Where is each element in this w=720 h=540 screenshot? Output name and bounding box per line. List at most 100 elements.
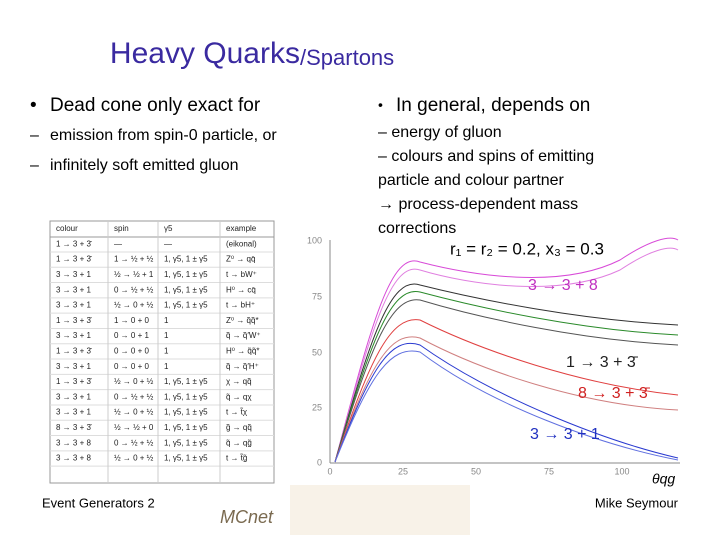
table-cell: 1, γ5, 1 ± γ5 bbox=[164, 377, 208, 386]
table-cell: 3 → 3 + 8 bbox=[56, 438, 91, 447]
curve bbox=[334, 336, 679, 463]
table-cell: 8 → 3 + 3̄ bbox=[56, 423, 93, 432]
table-cell: 1 → 3 + 3̄ bbox=[56, 255, 93, 264]
right-line: → process-dependent mass bbox=[378, 196, 578, 213]
table-cell: Z⁰ → q̃q̃* bbox=[226, 316, 259, 325]
table-cell: 1 → 0 + 0 bbox=[114, 316, 149, 325]
table-cell: 3 → 3 + 1 bbox=[56, 270, 91, 279]
table-cell: 1, γ5, 1 ± γ5 bbox=[164, 408, 208, 417]
annotation: r₁ = r₂ = 0.2, x₃ = 0.3 bbox=[450, 239, 604, 258]
bullet-dot: • bbox=[378, 97, 383, 113]
table-cell: ½ → 0 + ½ bbox=[114, 408, 154, 417]
right-bullet: In general, depends on bbox=[396, 95, 590, 116]
table-border bbox=[49, 220, 275, 484]
table-header: spin bbox=[114, 224, 129, 233]
curve bbox=[334, 283, 679, 463]
table-header: example bbox=[226, 224, 257, 233]
table-cell: t → bW⁺ bbox=[226, 270, 257, 279]
annotation: 8 → 3 + 3̄ bbox=[578, 385, 651, 402]
table-cell: 3 → 3 + 1 bbox=[56, 301, 91, 310]
table-cell: 1 bbox=[164, 316, 169, 325]
table-cell: q̃ → qg̃ bbox=[226, 438, 252, 447]
table-cell: ½ → ½ + 0 bbox=[114, 423, 154, 432]
annotation: 3 → 3 + 1 bbox=[530, 426, 600, 443]
right-line: particle and colour partner bbox=[378, 172, 565, 189]
table-cell: 1, γ5, 1 ± γ5 bbox=[164, 301, 208, 310]
table-cell: ½ → 0 + ½ bbox=[114, 301, 154, 310]
left-item: emission from spin-0 particle, or bbox=[50, 127, 277, 144]
table-cell: 1, γ5, 1 ± γ5 bbox=[164, 392, 208, 401]
table-cell: — bbox=[164, 239, 172, 248]
right-line: – colours and spins of emitting bbox=[378, 148, 594, 165]
table-cell: t → t̃g̃ bbox=[226, 454, 247, 463]
x-axis-label: θqg bbox=[652, 471, 675, 487]
table-cell: 0 → ½ + ½ bbox=[114, 392, 154, 401]
table-cell: 1 → 3 + 3̄ bbox=[56, 347, 93, 356]
table-cell: — bbox=[114, 239, 122, 248]
table-cell: H⁰ → q̃q̃* bbox=[226, 347, 259, 356]
table-cell: 1 → 3 + 3̄ bbox=[56, 377, 93, 386]
table-cell: 1, γ5, 1 ± γ5 bbox=[164, 270, 208, 279]
table-cell: g̃ → qq̃ bbox=[226, 423, 252, 432]
table-cell: t → t̃χ bbox=[226, 408, 248, 417]
table-cell: 3 → 3 + 8 bbox=[56, 454, 91, 463]
curve bbox=[334, 319, 679, 463]
footer-right: Mike Seymour bbox=[595, 495, 679, 510]
x-tick-label: 75 bbox=[544, 466, 554, 476]
table-cell: 1 → 3 + 3̄ bbox=[56, 239, 93, 248]
x-tick-label: 0 bbox=[327, 466, 332, 476]
table-cell: ½ → 0 + ½ bbox=[114, 377, 154, 386]
table-cell: 3 → 3 + 1 bbox=[56, 392, 91, 401]
y-tick-label: 100 bbox=[307, 235, 322, 245]
table-cell: t → bH⁺ bbox=[226, 301, 255, 310]
y-tick-label: 0 bbox=[317, 457, 322, 467]
table-cell: q̃ → qχ bbox=[226, 392, 253, 401]
table-cell: 1 → 3 + 3̄ bbox=[56, 316, 93, 325]
curve bbox=[334, 290, 679, 463]
curve bbox=[334, 247, 679, 463]
bullet-dot: • bbox=[30, 95, 37, 116]
table-cell: 3 → 3 + 1 bbox=[56, 331, 91, 340]
table-header: colour bbox=[56, 224, 78, 233]
right-line: corrections bbox=[378, 220, 456, 237]
table-cell: 0 → 0 + 0 bbox=[114, 362, 149, 371]
y-tick-label: 75 bbox=[312, 291, 322, 301]
dash: – bbox=[30, 157, 39, 174]
table-cell: 0 → 0 + 1 bbox=[114, 331, 149, 340]
table-cell: q̃ → q̃′W⁺ bbox=[226, 331, 261, 340]
table-cell: 0 → ½ + ½ bbox=[114, 438, 154, 447]
table-cell: 0 → ½ + ½ bbox=[114, 285, 154, 294]
x-tick-label: 100 bbox=[614, 466, 629, 476]
left-bullet: Dead cone only exact for bbox=[50, 95, 261, 116]
footer-left: Event Generators 2 bbox=[42, 495, 155, 510]
annotation: 1 → 3 + 3̄ bbox=[566, 354, 639, 371]
x-tick-label: 25 bbox=[398, 466, 408, 476]
y-tick-label: 50 bbox=[312, 347, 322, 357]
curve bbox=[334, 350, 679, 463]
table-cell: 1 bbox=[164, 362, 169, 371]
logo: MCnet bbox=[220, 507, 274, 527]
table-cell: 1 bbox=[164, 331, 169, 340]
table-cell: 1, γ5, 1 ± γ5 bbox=[164, 454, 208, 463]
table-cell: 1, γ5, 1 ± γ5 bbox=[164, 285, 208, 294]
title: Heavy Quarks bbox=[110, 37, 300, 70]
table: colour spin γ5 example 1 → 3 + 3̄ — — (eikonal)… bbox=[49, 220, 275, 484]
left-item: infinitely soft emitted gluon bbox=[50, 157, 239, 174]
curve bbox=[334, 237, 679, 463]
x-tick-label: 50 bbox=[471, 466, 481, 476]
table-cell: ½ → ½ + 1 bbox=[114, 270, 154, 279]
y-tick-label: 25 bbox=[312, 402, 322, 412]
table-cell: 1, γ5, 1 ± γ5 bbox=[164, 438, 208, 447]
curve bbox=[334, 343, 679, 463]
table-cell: χ → qq̃ bbox=[226, 377, 252, 386]
table-cell: 1 → ½ + ½ bbox=[114, 255, 154, 264]
table-cell: 1, γ5, 1 ± γ5 bbox=[164, 423, 208, 432]
title-suffix: /Spartons bbox=[300, 45, 394, 70]
dash: – bbox=[30, 127, 39, 144]
annotation: 3 → 3 + 8 bbox=[528, 277, 598, 294]
table-cell: 1 bbox=[164, 347, 169, 356]
table-cell: H⁰ → cq̄ bbox=[226, 285, 256, 294]
curve bbox=[334, 299, 679, 463]
table-cell: 3 → 3 + 1 bbox=[56, 408, 91, 417]
